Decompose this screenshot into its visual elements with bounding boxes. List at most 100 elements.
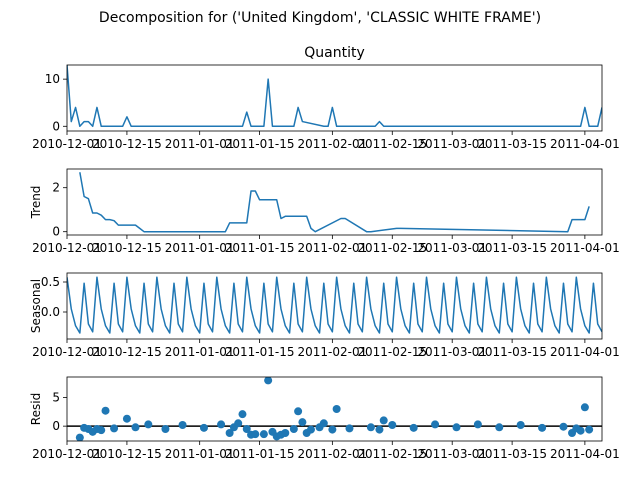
x-tick-label: 2011-01-15 <box>225 345 295 359</box>
resid-point <box>328 425 337 434</box>
resid-point <box>538 423 547 432</box>
axes-frame <box>66 64 603 132</box>
y-axis-label: Seasonal <box>29 279 43 333</box>
y-tick-label: 10 <box>45 72 60 86</box>
resid-point <box>251 430 260 439</box>
x-tick-label: 2010-12-15 <box>92 241 162 255</box>
x-tick-label: 2011-02-15 <box>357 241 427 255</box>
x-tick-label: 2010-12-01 <box>32 345 102 359</box>
y-tick-label: 5 <box>52 391 60 405</box>
x-tick-label: 2010-12-15 <box>92 345 162 359</box>
x-tick-label: 2011-02-01 <box>297 137 367 151</box>
resid-point <box>144 420 153 429</box>
y-tick-label: 0 <box>52 119 60 133</box>
resid-point <box>161 425 170 433</box>
resid-point <box>495 423 504 432</box>
resid-point <box>319 419 328 428</box>
quantity-plot-area <box>67 65 602 128</box>
resid-point <box>375 425 384 434</box>
resid-point <box>379 416 388 425</box>
resid-point <box>122 414 131 423</box>
axes-frame <box>66 168 603 236</box>
axes-frame <box>66 376 603 442</box>
resid-point <box>516 421 525 429</box>
resid-point <box>199 423 208 432</box>
x-tick-label: 2011-02-01 <box>297 447 367 461</box>
resid-point <box>452 423 461 432</box>
x-tick-label: 2011-01-15 <box>225 447 295 461</box>
resid-point <box>178 421 187 429</box>
resid-point <box>580 403 589 412</box>
x-tick-label: 2011-02-15 <box>357 447 427 461</box>
axes-frame <box>66 272 603 340</box>
x-tick-label: 2011-03-15 <box>477 345 547 359</box>
resid-point <box>294 407 303 416</box>
resid-point <box>298 418 307 427</box>
x-tick-label: 2011-01-01 <box>165 241 235 255</box>
resid-point <box>97 426 106 435</box>
resid-point <box>131 423 140 432</box>
x-tick-label: 2010-12-01 <box>32 241 102 255</box>
resid-point <box>259 430 268 439</box>
y-tick-label: 0 <box>52 419 60 433</box>
y-tick-label: 2 <box>52 181 60 195</box>
panel-title: Quantity <box>304 45 365 61</box>
resid-point <box>576 426 585 435</box>
resid-point <box>234 419 243 428</box>
resid-point <box>289 425 298 433</box>
x-tick-label: 2011-01-01 <box>165 345 235 359</box>
x-tick-label: 2011-02-01 <box>297 345 367 359</box>
x-tick-label: 2011-01-01 <box>165 137 235 151</box>
resid-point <box>409 423 418 432</box>
resid-point <box>225 429 234 437</box>
resid-point <box>281 429 290 437</box>
y-axis-label: Trend <box>29 186 43 220</box>
resid-point <box>217 420 226 429</box>
x-tick-label: 2010-12-01 <box>32 447 102 461</box>
x-tick-label: 2011-02-01 <box>297 241 367 255</box>
resid-point <box>242 425 251 433</box>
x-tick-label: 2011-02-15 <box>357 137 427 151</box>
series-line <box>67 65 602 128</box>
resid-point <box>238 410 247 419</box>
resid-point <box>110 424 119 433</box>
x-tick-label: 2011-01-01 <box>165 447 235 461</box>
resid-point <box>431 420 440 429</box>
x-tick-label: 2010-12-15 <box>92 137 162 151</box>
seasonal-plot-area <box>67 276 602 334</box>
x-tick-label: 2011-04-01 <box>550 137 620 151</box>
x-tick-label: 2011-04-01 <box>550 345 620 359</box>
x-tick-label: 2011-03-15 <box>477 447 547 461</box>
resid-point <box>101 406 110 415</box>
y-tick-label: 0.0 <box>41 305 60 319</box>
y-tick-label: 0.5 <box>41 275 60 289</box>
x-tick-label: 2011-03-01 <box>417 447 487 461</box>
resid-point <box>332 405 341 413</box>
figure-suptitle: Decomposition for ('United Kingdom', 'CL… <box>99 10 541 26</box>
x-tick-label: 2011-03-15 <box>477 241 547 255</box>
series-line <box>79 172 590 233</box>
resid-point <box>75 433 84 441</box>
resid-point <box>585 425 594 434</box>
resid-point <box>473 420 482 429</box>
series-line <box>67 276 602 334</box>
x-tick-label: 2011-03-15 <box>477 137 547 151</box>
resid-point <box>559 422 568 431</box>
trend-plot-area <box>79 172 590 233</box>
x-tick-label: 2011-03-01 <box>417 345 487 359</box>
resid-plot-area <box>67 377 602 441</box>
x-tick-label: 2011-04-01 <box>550 241 620 255</box>
resid-point <box>366 423 375 432</box>
x-tick-label: 2011-03-01 <box>417 137 487 151</box>
x-tick-label: 2011-03-01 <box>417 241 487 255</box>
x-tick-label: 2011-01-15 <box>225 241 295 255</box>
resid-point <box>345 424 354 433</box>
resid-point <box>306 425 315 434</box>
x-tick-label: 2011-01-15 <box>225 137 295 151</box>
